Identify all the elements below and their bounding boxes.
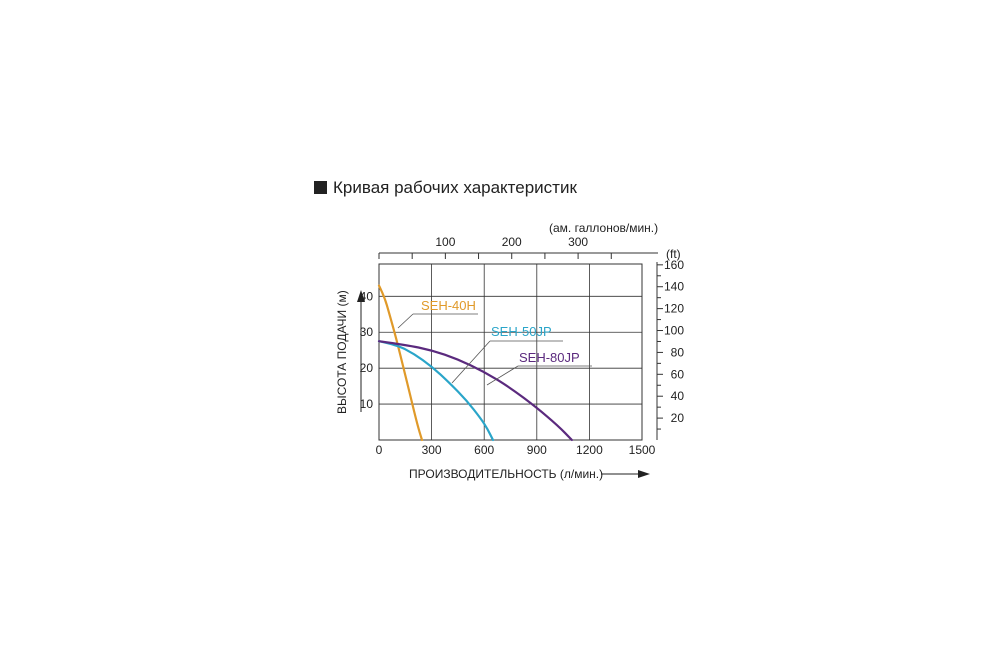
x-tick-label: 900 <box>527 443 547 457</box>
axis-ticks: 0 300 600 900 1200 1500 10 20 30 40 100 200 300 20 40 6… <box>357 235 684 478</box>
series-label-leader <box>397 313 414 329</box>
x-tick-label: 600 <box>474 443 494 457</box>
y-tick-label: 40 <box>360 289 374 303</box>
plot-frame <box>378 263 643 441</box>
y2-tick-label: 60 <box>671 367 685 381</box>
x-tick-label: 1500 <box>629 443 656 457</box>
series-line-seh-40h <box>377 284 424 442</box>
series-lines <box>377 284 573 442</box>
x-tick-label: 1200 <box>576 443 603 457</box>
y-tick-label: 20 <box>360 361 374 375</box>
title-square-icon <box>314 181 327 194</box>
x-axis-arrowhead <box>638 470 650 478</box>
grid <box>378 263 643 441</box>
series-line-seh-50jp <box>377 340 495 442</box>
y2-tick-label: 120 <box>664 302 684 316</box>
chart-title: Кривая рабочих характеристик <box>333 178 577 197</box>
x2-tick-label: 200 <box>502 235 522 249</box>
x-axis-label: ПРОИЗВОДИТЕЛЬНОСТЬ (л/мин.) <box>409 467 603 481</box>
y2-tick-label: 140 <box>664 280 684 294</box>
x2-tick-label: 300 <box>568 235 588 249</box>
x2-tick-label: 100 <box>435 235 455 249</box>
x-tick-label: 300 <box>422 443 442 457</box>
y-tick-label: 10 <box>360 397 374 411</box>
y2-tick-label: 160 <box>664 258 684 272</box>
series-labels: SEH-40H SEH-50JP SEH-80JP <box>397 298 592 386</box>
y2-tick-label: 80 <box>671 345 685 359</box>
series-label-leader <box>486 365 519 386</box>
series-label-seh-40h: SEH-40H <box>421 298 476 313</box>
series-label-seh-80jp: SEH-80JP <box>519 350 580 365</box>
y2-tick-label: 20 <box>671 411 685 425</box>
y-tick-label: 30 <box>360 325 374 339</box>
series-line-seh-80jp <box>377 340 573 442</box>
y2-axis-label: (ft) <box>666 247 681 261</box>
x-tick-label: 0 <box>376 443 383 457</box>
y-axis-arrowhead <box>357 290 365 302</box>
y2-tick-label: 40 <box>671 389 685 403</box>
series-label-seh-50jp: SEH-50JP <box>491 324 552 339</box>
series-label-leader <box>451 340 491 384</box>
y-axis-label: ВЫСОТА ПОДАЧИ (м) <box>335 290 349 414</box>
x2-axis-label: (ам. галлонов/мин.) <box>549 221 658 235</box>
y2-tick-label: 100 <box>664 324 684 338</box>
